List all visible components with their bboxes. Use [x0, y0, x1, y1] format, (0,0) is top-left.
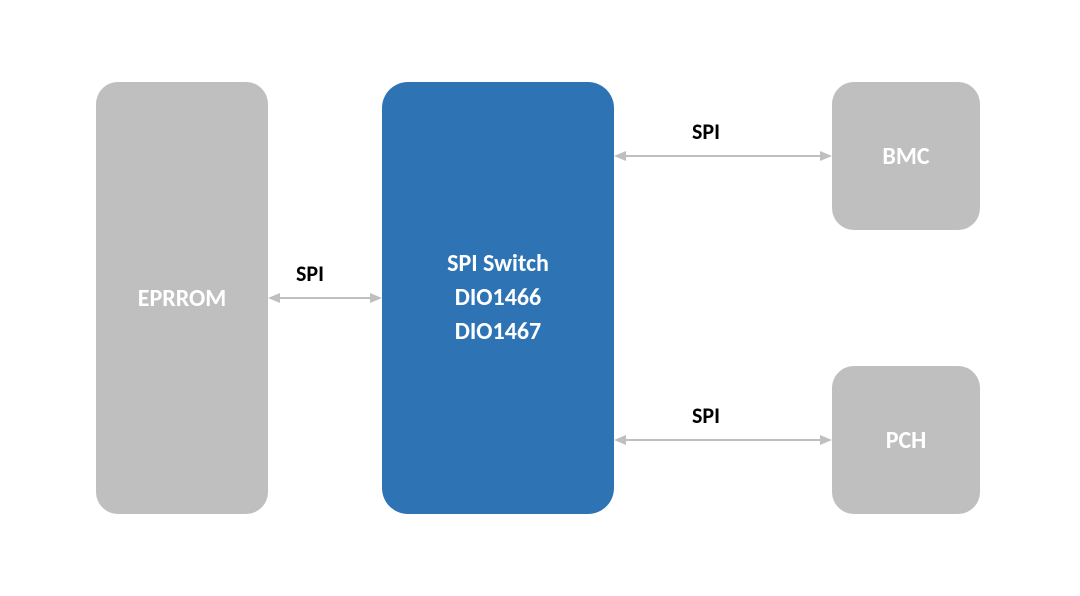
node-switch-line: DIO1466 — [455, 281, 541, 315]
edge-e-top — [594, 136, 852, 176]
edge-e-left — [248, 278, 402, 318]
node-bmc: BMC — [832, 82, 980, 230]
node-switch-line: DIO1467 — [455, 315, 541, 349]
node-eprrom-label: EPRROM — [138, 284, 226, 313]
node-bmc-label: BMC — [882, 142, 929, 171]
node-pch-label: PCH — [886, 426, 927, 455]
edge-e-bot — [594, 420, 852, 460]
edge-label-e-top: SPI — [692, 118, 720, 145]
node-switch-line: SPI Switch — [447, 247, 549, 281]
diagram-canvas: EPRROM SPI SwitchDIO1466DIO1467 BMC PCH SPI S… — [0, 0, 1080, 596]
node-switch: SPI SwitchDIO1466DIO1467 — [382, 82, 614, 514]
node-eprrom: EPRROM — [96, 82, 268, 514]
edge-label-e-left: SPI — [296, 260, 324, 287]
node-pch: PCH — [832, 366, 980, 514]
edge-label-e-bot: SPI — [692, 402, 720, 429]
